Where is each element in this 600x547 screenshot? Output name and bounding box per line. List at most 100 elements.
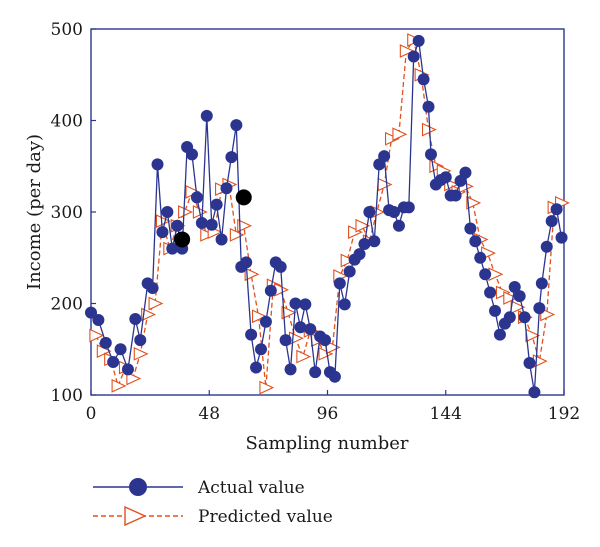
predicted-point [377, 177, 393, 192]
actual-point [92, 313, 105, 326]
actual-point [479, 268, 492, 281]
predicted-point [178, 205, 193, 219]
actual-point [190, 191, 203, 204]
legend-actual-label: Actual value [197, 478, 305, 498]
actual-point [363, 206, 376, 218]
actual-point [402, 201, 415, 214]
actual-point [319, 334, 332, 347]
y-tick-label: 200 [51, 295, 83, 315]
actual-point [493, 328, 506, 341]
actual-point [439, 171, 452, 184]
predicted-point [89, 328, 105, 343]
predicted-point [385, 131, 400, 146]
actual-point [328, 370, 341, 383]
predicted-point [155, 214, 171, 229]
actual-point [230, 119, 243, 132]
actual-point [550, 203, 563, 216]
legend-actual-marker [129, 478, 147, 496]
predicted-point [340, 253, 356, 268]
actual-point [107, 356, 120, 369]
legend-predicted-label: Predicted value [198, 507, 333, 527]
predicted-point [348, 225, 363, 239]
actual-point [146, 281, 159, 294]
actual-point [417, 73, 430, 86]
actual-point [378, 150, 391, 163]
x-axis-title: Sampling number [245, 433, 408, 454]
actual-point [518, 311, 531, 324]
actual-point [254, 343, 267, 356]
y-tick-label: 300 [51, 203, 83, 223]
actual-point [358, 238, 371, 251]
actual-point [205, 218, 218, 231]
actual-point [368, 235, 381, 248]
actual-point [338, 298, 351, 311]
legend: Actual value Predicted value [93, 478, 333, 527]
legend-predicted-marker [124, 505, 147, 527]
actual-point [85, 306, 97, 319]
actual-point [129, 313, 142, 326]
highlight-points [174, 189, 252, 248]
actual-point [424, 148, 437, 161]
predicted-point [200, 228, 216, 242]
actual-point [200, 109, 213, 122]
predicted-point [355, 218, 371, 233]
highlight-point [174, 231, 191, 248]
predicted-point [111, 378, 127, 393]
actual-point [540, 240, 553, 253]
predicted-point [244, 267, 260, 282]
actual-point [294, 321, 307, 334]
actual-point [469, 235, 482, 248]
x-tick-label: 48 [198, 404, 220, 424]
predicted-point [251, 309, 267, 324]
actual-point [151, 158, 164, 171]
y-tick-label: 100 [51, 386, 83, 406]
actual-point [156, 226, 169, 239]
actual-point [523, 356, 536, 369]
actual-point [121, 363, 134, 376]
actual-point [464, 222, 477, 235]
actual-point [353, 248, 366, 261]
actual-point [484, 286, 497, 299]
actual-point [343, 265, 356, 278]
actual-point [528, 386, 541, 399]
predicted-point [503, 291, 519, 305]
actual-point [166, 242, 179, 255]
actual-line [90, 40, 563, 393]
actual-point [134, 334, 147, 347]
actual-point [186, 148, 199, 161]
predicted-point [392, 127, 408, 142]
x-tick-label: 0 [86, 404, 97, 424]
actual-point [299, 298, 312, 311]
highlight-point [235, 189, 252, 206]
actual-point [264, 284, 277, 297]
actual-point [161, 206, 174, 218]
actual-point [407, 50, 420, 63]
actual-point [412, 34, 425, 47]
actual-point [259, 315, 272, 328]
actual-point [99, 336, 112, 349]
predicted-point [296, 349, 312, 364]
actual-point [250, 361, 263, 374]
actual-point [474, 251, 487, 264]
y-axis-title: Income (per day) [24, 134, 45, 290]
actual-point [508, 281, 521, 294]
predicted-point [495, 285, 511, 300]
actual-point [225, 151, 238, 164]
actual-point [533, 302, 546, 315]
axis-ticks: 0 48 96 144 192 100 200 300 400 500 [51, 20, 581, 424]
x-tick-label: 192 [548, 404, 580, 424]
actual-point [449, 189, 462, 202]
actual-point [555, 231, 568, 244]
actual-point [489, 304, 502, 317]
actual-point [240, 256, 253, 269]
predicted-point [281, 305, 297, 320]
y-tick-label: 500 [51, 20, 83, 40]
predicted-point [399, 44, 415, 58]
actual-point [171, 219, 184, 232]
actual-point [215, 233, 228, 246]
actual-point [289, 297, 302, 310]
predicted-point [229, 228, 245, 242]
predicted-point [318, 346, 334, 361]
actual-point [210, 198, 223, 211]
actual-series [85, 34, 568, 399]
